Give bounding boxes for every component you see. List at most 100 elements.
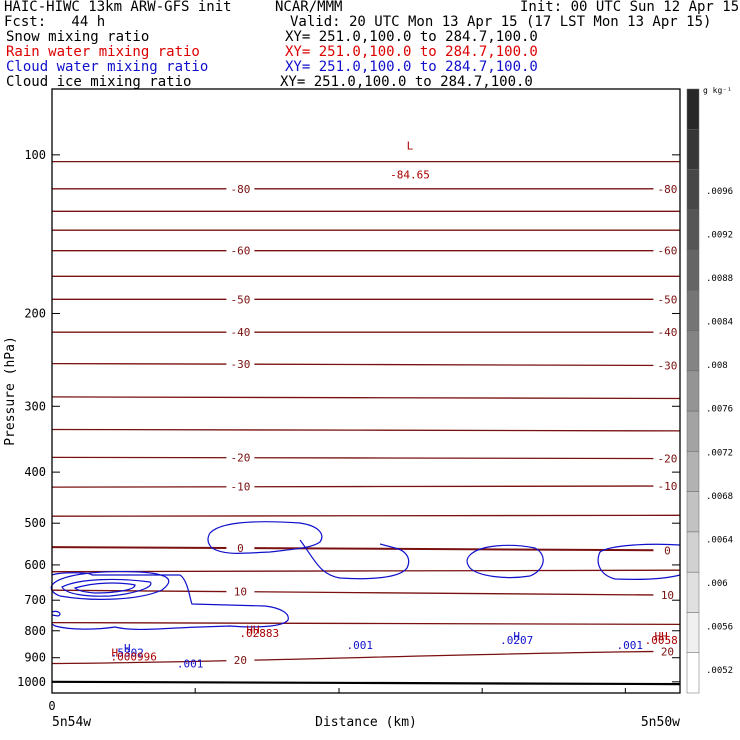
y-tick-label: 700 [24,593,46,607]
colorbar-label: .0064 [706,535,733,545]
contour-label-bg [226,293,255,306]
chart-annotation: .0058 [645,634,678,647]
chart-annotation: L [407,139,414,152]
contour-label-bg [226,244,255,257]
cloud-water-contour-d [207,521,323,554]
colorbar-label: .0096 [706,187,733,197]
y-tick-label: 600 [24,558,46,572]
contour-label-bg [653,480,682,493]
contour-label: -20 [230,452,250,465]
colorbar-segment [686,169,700,211]
field-cloud-water-name: Cloud water mixing ratio [6,59,209,75]
temperature-contour [51,396,681,400]
forecast-hour: Fcst: 44 h [4,14,106,30]
temperature-contour [51,456,681,460]
contour-label-bg [653,452,682,465]
colorbar-segment [686,209,700,251]
colorbar-segment [686,129,700,170]
temperature-contour [51,546,681,552]
y-tick-label: 900 [24,651,46,665]
contour-label-bg [226,542,255,555]
x-left-location: 5n54w [52,715,91,730]
colorbar-segment [686,652,700,694]
contour-label-bg [226,358,255,371]
chart-annotation: .000996 [110,650,156,663]
contour-label: -30 [658,359,678,372]
colorbar-label: .008 [706,361,728,371]
x-axis-label: Distance (km) [315,715,417,730]
y-tick-label: 1000 [17,675,46,689]
cloud-water-contour-c [73,582,136,594]
temperature-contour [51,569,681,573]
contour-label: -10 [658,480,678,493]
cloud-water-contour-outer [51,572,289,631]
contour-label-bg [653,244,682,257]
contour-label: -80 [230,183,250,196]
chart-annotation: .001 [177,657,204,670]
temperature-contour [51,650,681,665]
colorbar-label: .0052 [706,666,733,676]
contour-label-bg [653,359,682,372]
contour-label: 10 [661,589,674,602]
colorbar-segment [686,410,700,452]
temperature-contour [51,589,681,596]
colorbar-label: .0092 [706,231,733,241]
chart-annotation: H [111,647,118,660]
colorbar-label: .0072 [706,448,733,458]
colorbar-segment [686,330,700,372]
contour-label: -30 [230,358,250,371]
colorbar-segment [686,451,700,492]
plot-frame [51,88,681,694]
y-tick-label: 200 [24,306,46,320]
y-tick-label: 100 [24,148,46,162]
contour-label: -80 [658,183,678,196]
contour-label-bg [226,326,255,339]
chart-annotation: .001 [346,639,373,652]
chart-annotation: H [124,642,131,655]
org-label: NCAR/MMM [275,0,343,15]
contour-label: -40 [230,326,250,339]
colorbar-label: .006 [706,579,728,589]
colorbar-segment [686,571,700,613]
field-rain-name: Rain water mixing ratio [6,44,200,60]
colorbar-segment [686,290,700,331]
colorbar-label: .0076 [706,405,733,415]
y-tick-label: 300 [24,399,46,413]
colorbar-segment [686,612,700,653]
contour-label: -10 [230,481,250,494]
cloud-water-contour-g [597,543,681,580]
cloud-water-contour-e [299,539,410,580]
chart-annotation: -84.65 [390,169,430,182]
contour-label-bg [226,585,255,598]
temperature-contour [51,485,681,488]
chart-annotation: H [513,630,520,643]
colorbar-segment [686,491,700,533]
y-axis-label: Pressure (hPa) [3,336,18,446]
cloud-water-contour-f [466,544,544,579]
contour-label-bg [226,480,255,493]
contour-label: -60 [230,245,250,258]
y-tick-label: 400 [24,465,46,479]
contour-label: 10 [234,586,247,599]
contour-label: 0 [664,544,671,557]
colorbar-label: .0068 [706,492,733,502]
contour-label: 20 [234,654,247,667]
contour-label: 20 [661,646,674,659]
cloud-water-contour-a [50,571,170,600]
chart-annotation: .001 [617,639,644,652]
contour-label: -60 [658,245,678,258]
contour-label: -40 [658,326,678,339]
field-cloud-ice-name: Cloud ice mixing ratio [6,74,192,90]
chart-annotation: .5302 [111,647,144,660]
contour-label-bg [226,182,255,195]
field-cloud-ice-xy: XY= 251.0,100.0 to 284.7,100.0 [280,74,533,90]
temperature-contour [51,621,681,626]
contour-label-bg [653,645,682,658]
field-cloud-water-xy: XY= 251.0,100.0 to 284.7,100.0 [285,59,538,75]
chart-annotation: HH [655,630,668,643]
field-snow-name: Snow mixing ratio [6,29,150,45]
cloud-water-contour-edge [51,610,61,617]
contour-label-bg [653,326,682,339]
x-right-location: 5n50w [641,715,680,730]
